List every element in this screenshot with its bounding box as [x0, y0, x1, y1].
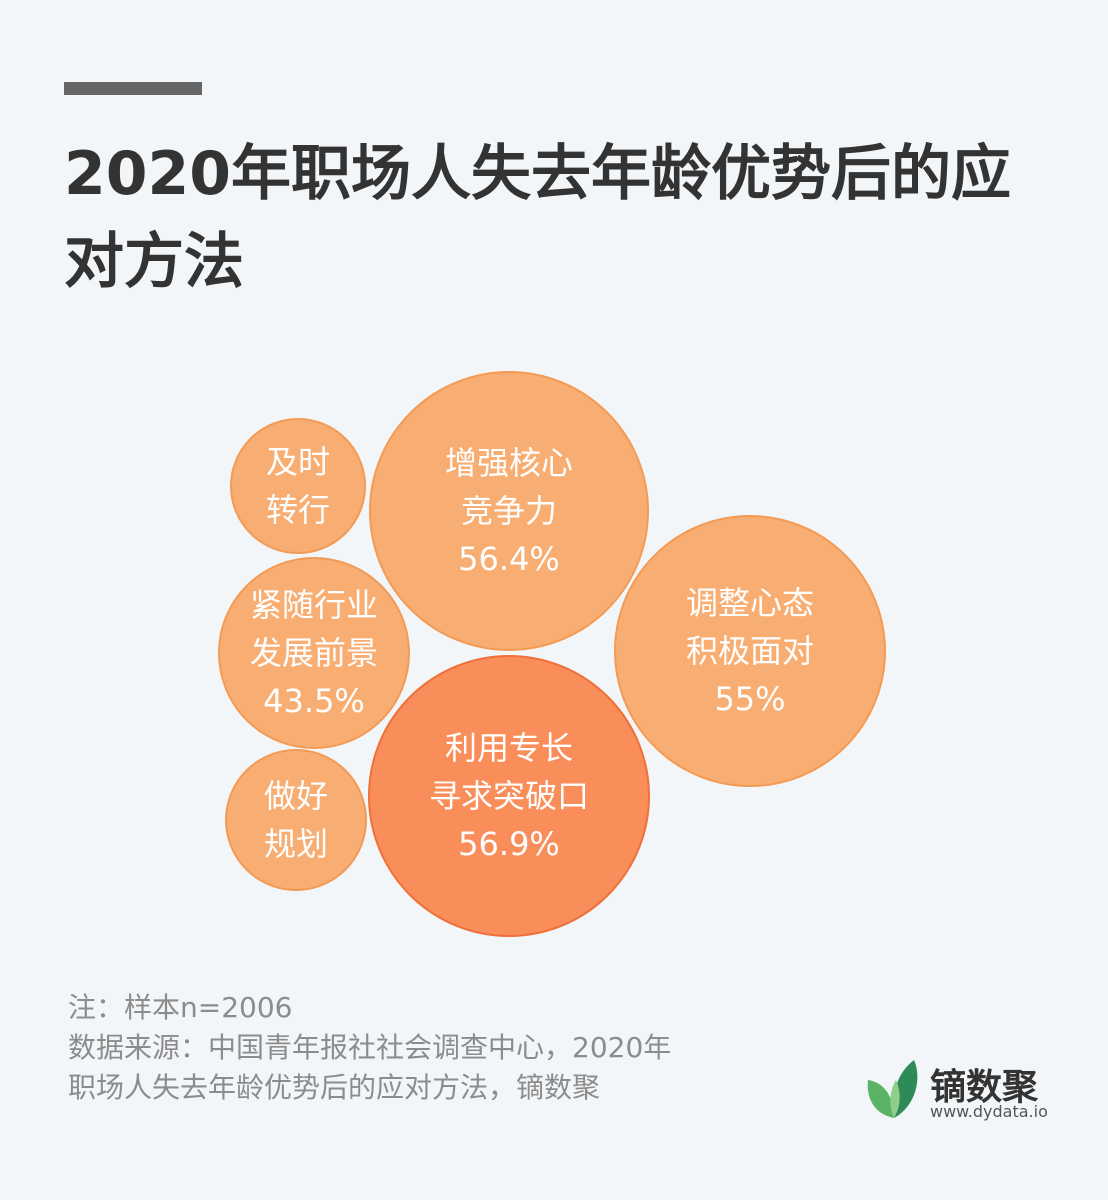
bubble-3-value-label: 55%: [714, 680, 785, 718]
bubble-4-value-label: 43.5%: [263, 682, 365, 720]
bubble-2-label-line-1: 增强核心: [445, 444, 573, 482]
title-accent-bar: [64, 82, 202, 95]
bubble-3-label-line-1: 调整心态: [686, 584, 814, 622]
bubble-1-label-line-1: 利用专长: [445, 729, 573, 767]
bubble-4: [218, 557, 410, 749]
logo-name: 镝数聚: [930, 1067, 1039, 1108]
sample-note: 注：样本n=2006: [68, 991, 293, 1024]
bubble-4-label-line-1: 紧随行业: [250, 586, 378, 624]
bubble-6: [230, 418, 366, 554]
chart-title: 2020年职场人失去年龄优势后的应对方法: [64, 139, 1011, 297]
logo-url: www.dydata.io: [930, 1102, 1048, 1121]
bubble-5-label-line-2: 规划: [264, 825, 328, 863]
bubble-3-label-line-2: 积极面对: [686, 632, 814, 670]
bubble-6-label-line-1: 及时: [266, 443, 330, 481]
bubble-1-value-label: 56.9%: [458, 825, 560, 863]
bubble-2: [369, 371, 649, 651]
bubble-4-label-line-2: 发展前景: [250, 634, 378, 672]
bubble-5-label-line-1: 做好: [264, 777, 328, 815]
brand-logo: 镝数聚 www.dydata.io: [864, 1054, 1064, 1124]
chart-notes: 注：样本n=2006 数据来源：中国青年报社社会调查中心，2020年 职场人失去…: [68, 988, 808, 1108]
bubble-2-value-label: 56.4%: [458, 540, 560, 578]
bubble-3: [614, 515, 886, 787]
bubble-2-label-line-2: 竞争力: [461, 492, 557, 530]
source-note-line1: 数据来源：中国青年报社社会调查中心，2020年: [68, 1031, 672, 1064]
bubble-1-label-line-2: 寻求突破口: [429, 777, 589, 815]
bubble-5: [225, 749, 367, 891]
leaf-logo-icon: [867, 1060, 918, 1118]
bubble-1: [368, 655, 650, 937]
bubble-6-label-line-2: 转行: [266, 491, 330, 529]
source-note-line2: 职场人失去年龄优势后的应对方法，镝数聚: [68, 1071, 601, 1104]
